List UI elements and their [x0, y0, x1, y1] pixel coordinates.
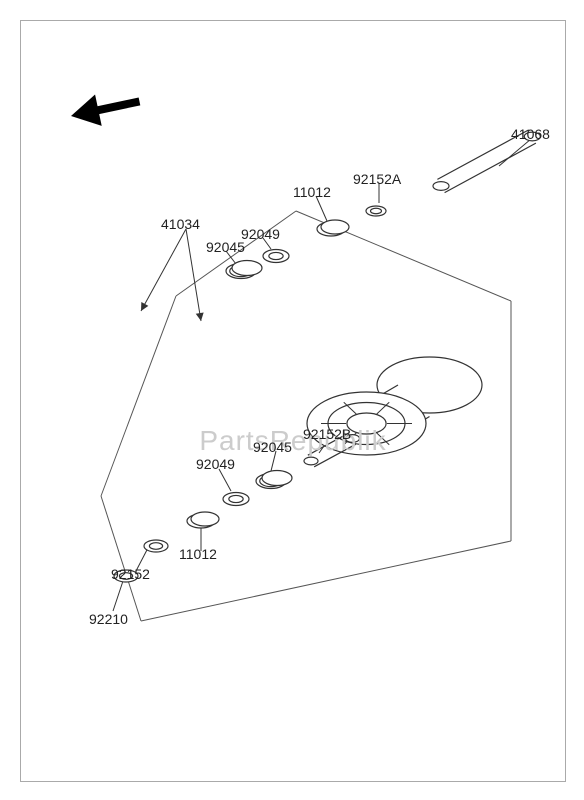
diagram-svg	[21, 21, 565, 781]
part-label-92049_bot: 92049	[196, 456, 235, 472]
part-label-92045_bot: 92045	[253, 439, 292, 455]
part-label-41068: 41068	[511, 126, 550, 142]
part-label-92210: 92210	[89, 611, 128, 627]
part-label-11012_bot: 11012	[179, 546, 217, 562]
part-label-92152B: 92152B	[303, 426, 351, 442]
diagram-frame: PartsRepublik 41068 92152A 11012 41034 92049…	[20, 20, 566, 782]
part-label-92152_bot: 92152	[111, 566, 150, 582]
part-label-11012_top: 11012	[293, 184, 331, 200]
part-label-92049_top: 92049	[241, 226, 280, 242]
part-label-92152A: 92152A	[353, 171, 401, 187]
part-label-41034: 41034	[161, 216, 200, 232]
watermark: PartsRepublik	[199, 425, 386, 457]
part-label-92045_top: 92045	[206, 239, 245, 255]
